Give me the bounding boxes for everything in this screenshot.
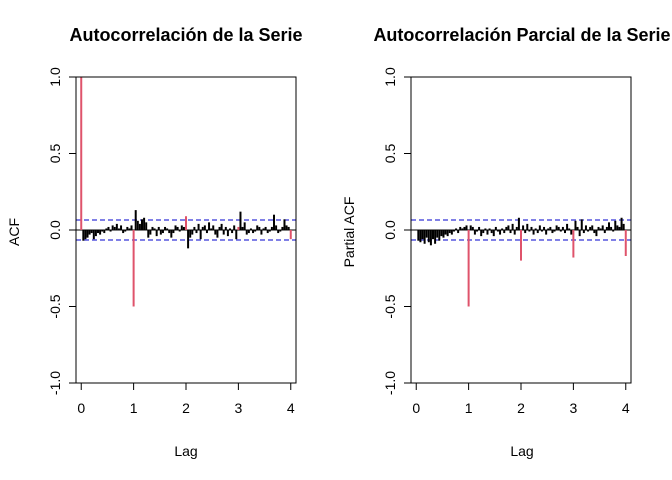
acf-x-tick-label: 3 — [234, 400, 242, 416]
pacf-chart-title: Autocorrelación Parcial de la Serie — [373, 25, 670, 45]
acf-y-tick-label: -1.0 — [47, 371, 63, 395]
pacf-y-tick-label: 1.0 — [382, 67, 398, 87]
acf-plot-frame — [75, 76, 297, 384]
pacf-y-tick-label: -0.5 — [382, 294, 398, 318]
pacf-x-tick-label: 2 — [517, 400, 525, 416]
acf-y-tick-label: 1.0 — [47, 67, 63, 87]
acf-x-tick-label: 2 — [182, 400, 190, 416]
acf-y-tick-label: 0.0 — [47, 220, 63, 240]
acf-x-axis-label: Lag — [174, 443, 197, 459]
acf-x-tick-label: 4 — [287, 400, 295, 416]
acf-y-axis-label: ACF — [6, 218, 22, 246]
pacf-x-tick-label: 4 — [622, 400, 630, 416]
pacf-x-tick-label: 0 — [412, 400, 420, 416]
pacf-y-tick-label: -1.0 — [382, 371, 398, 395]
acf-x-tick-label: 1 — [130, 400, 138, 416]
acf-panel: Autocorrelación de la Serie Lag ACF 0 1 2 3… — [6, 25, 303, 459]
pacf-y-axis-label: Partial ACF — [341, 197, 357, 268]
pacf-ticks: 0 1 2 3 4 -1.0 -0.5 0.0 0.5 1.0 — [382, 67, 630, 416]
pacf-x-axis-label: Lag — [510, 443, 533, 459]
pacf-marks — [411, 217, 631, 307]
acf-chart-title: Autocorrelación de la Serie — [69, 25, 302, 45]
acf-y-tick-label: 0.5 — [47, 144, 63, 164]
pacf-x-tick-label: 3 — [569, 400, 577, 416]
acf-y-tick-label: -0.5 — [47, 294, 63, 318]
pacf-y-tick-label: 0.5 — [382, 144, 398, 164]
acf-marks — [76, 77, 296, 307]
acf-x-tick-label: 0 — [77, 400, 85, 416]
pacf-x-tick-label: 1 — [465, 400, 473, 416]
acf-ticks: 0 1 2 3 4 -1.0 -0.5 0.0 0.5 1.0 — [47, 67, 295, 416]
pacf-y-tick-label: 0.0 — [382, 220, 398, 240]
pacf-plot-frame — [410, 76, 632, 384]
pacf-panel: Autocorrelación Parcial de la Serie Lag … — [341, 25, 671, 459]
